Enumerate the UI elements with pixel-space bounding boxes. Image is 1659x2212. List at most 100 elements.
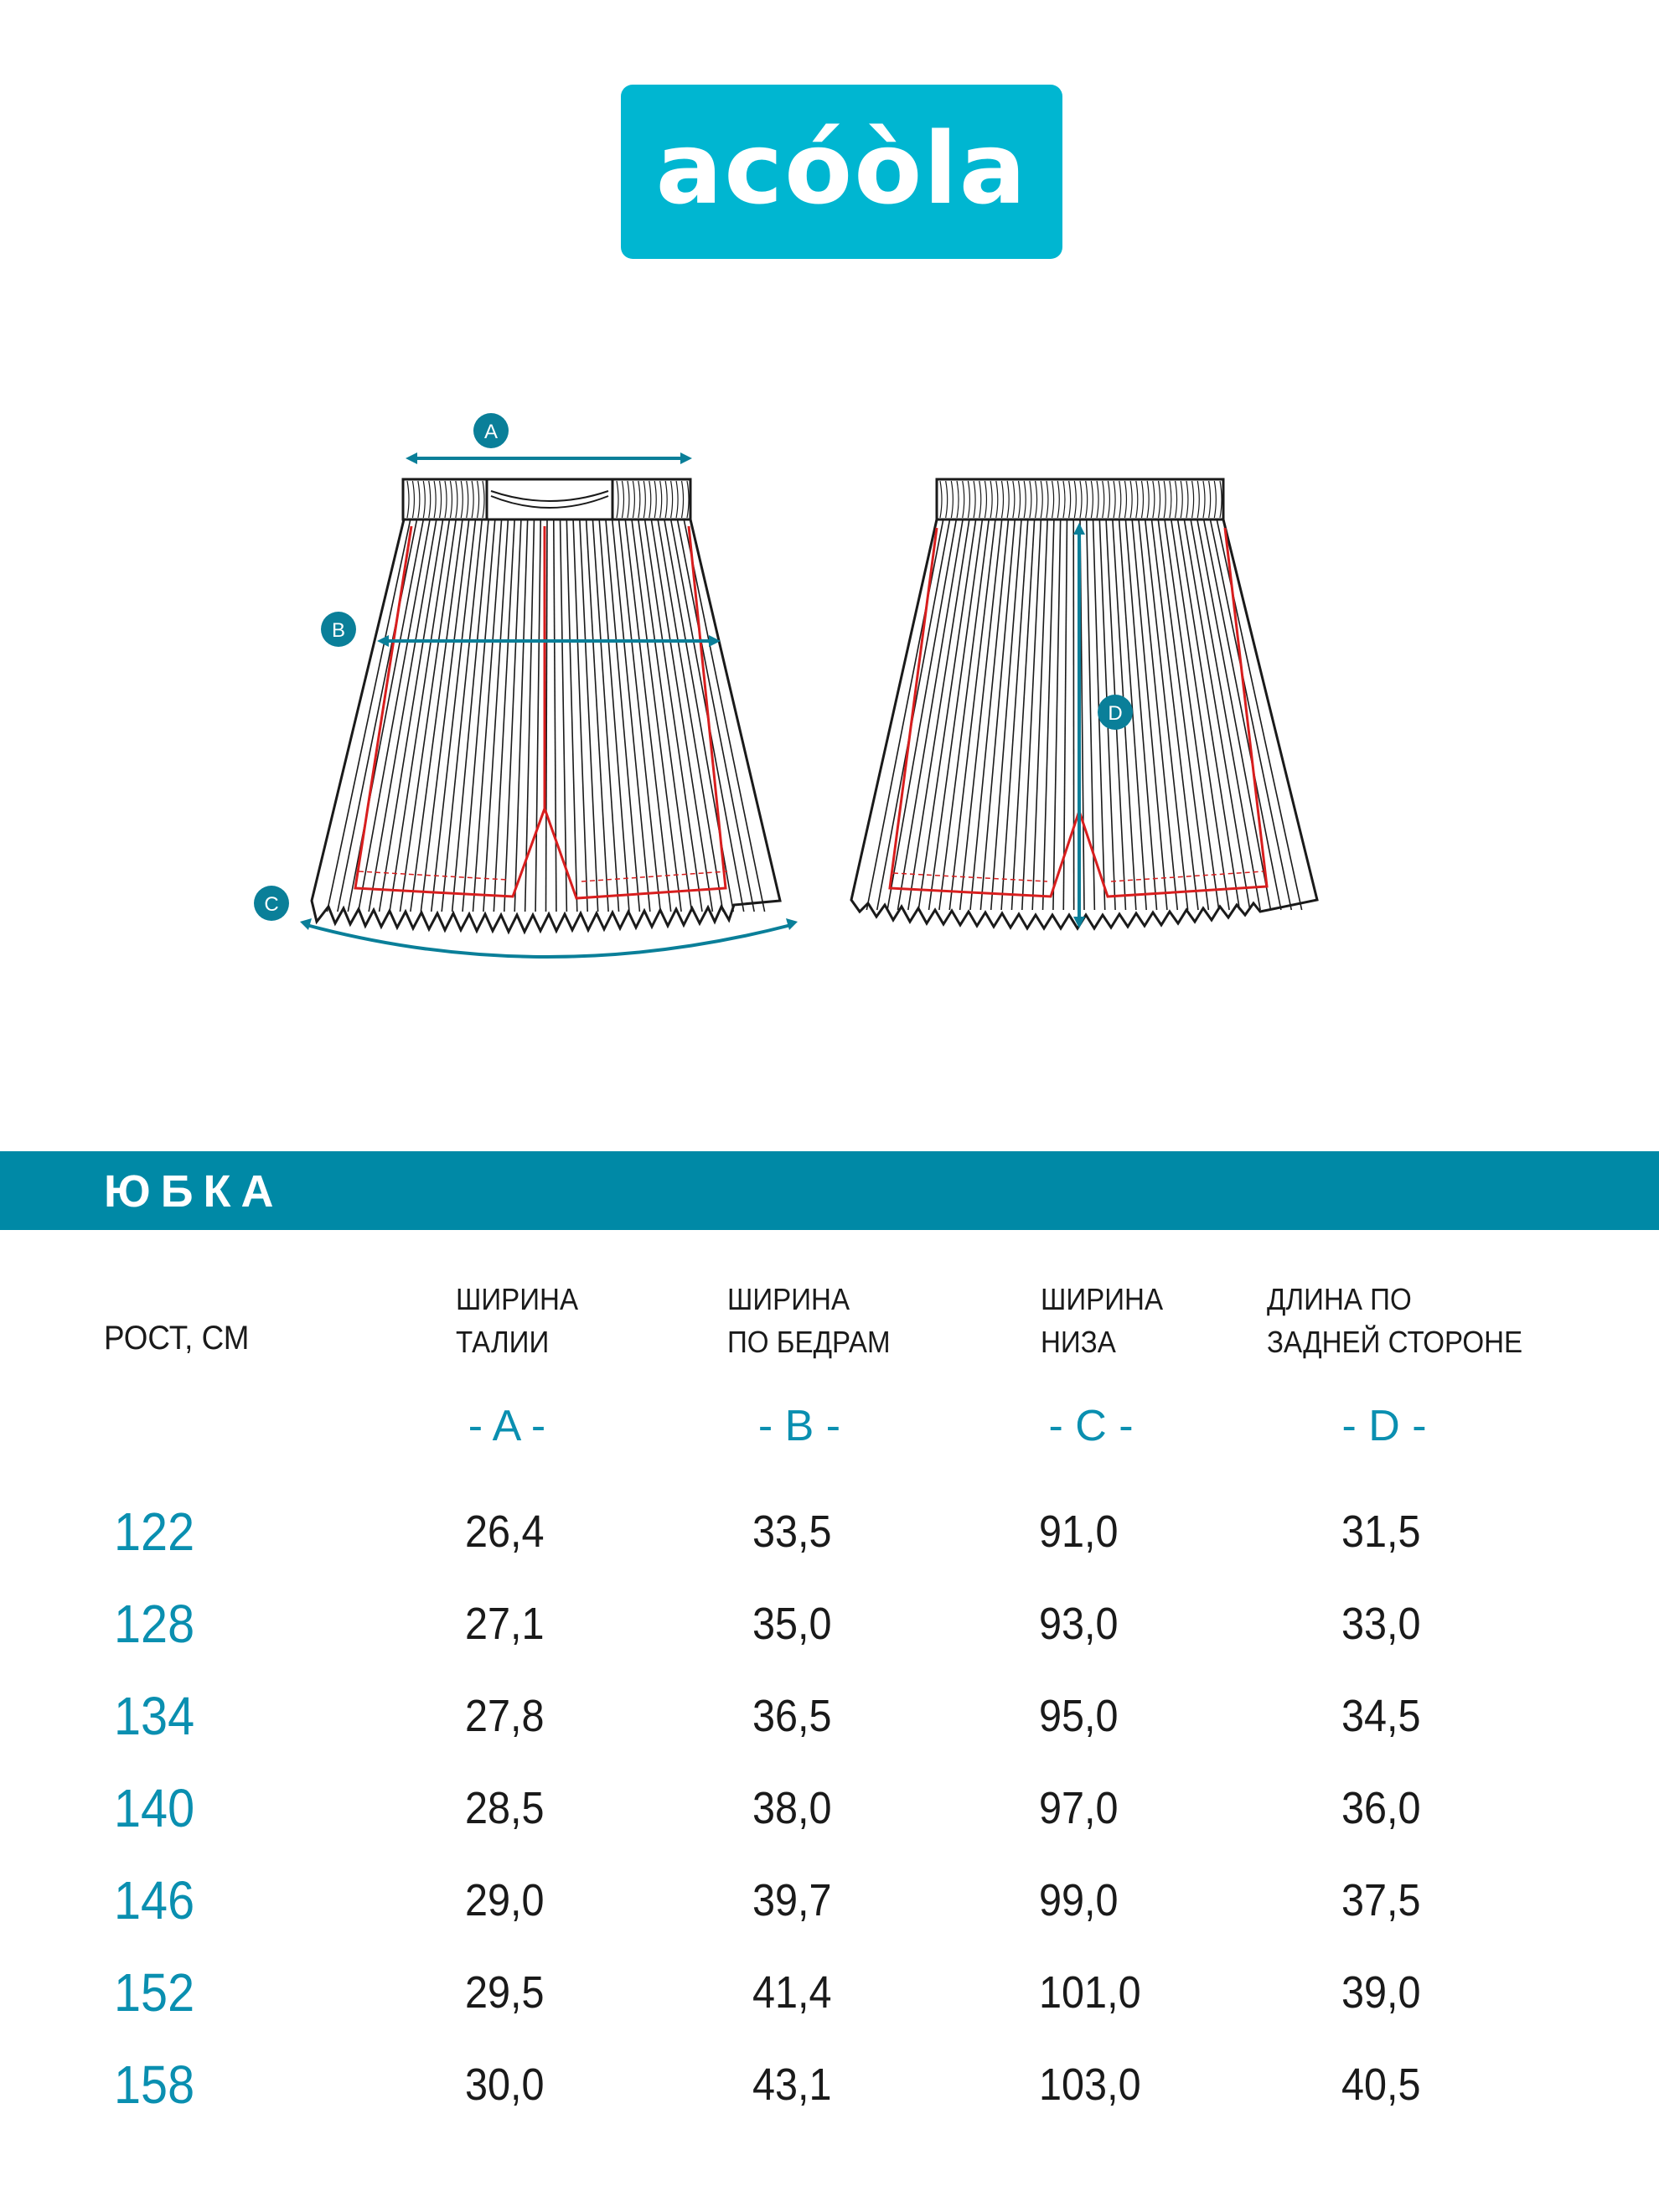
ruffle-line	[411, 480, 416, 519]
table-cell: 34,5	[1341, 1691, 1421, 1741]
ruffle-line	[649, 480, 652, 519]
ruffle-line	[1186, 480, 1189, 519]
pleat-line	[483, 519, 509, 912]
skirt-technical-drawing: A B C D	[254, 413, 1319, 959]
ruffle-line	[1124, 480, 1128, 519]
ruffle-line	[1034, 480, 1038, 519]
ruffle-line	[422, 480, 426, 519]
pleat-line	[535, 519, 542, 912]
pleat-line	[1131, 519, 1168, 911]
ruffle-line	[482, 480, 485, 519]
pleat-line	[938, 519, 990, 911]
pleat-line	[650, 519, 714, 912]
table-cell: 91,0	[1039, 1507, 1119, 1557]
pleat-line	[389, 519, 451, 912]
pleat-line	[1190, 519, 1261, 911]
marker-d-label: D	[1108, 702, 1122, 725]
ruffle-line	[1152, 480, 1155, 519]
pleat-line	[524, 519, 535, 912]
ruffle-line	[406, 480, 410, 519]
ruffle-line	[1068, 480, 1072, 519]
ruffle-line	[632, 480, 635, 519]
pleat-line	[1062, 519, 1068, 911]
ruffle-line	[1119, 480, 1122, 519]
pleat-line	[572, 519, 589, 912]
ruffle-line	[1174, 480, 1178, 519]
ruffle-line	[1012, 480, 1016, 519]
table-cell: 41,4	[752, 1967, 832, 2018]
pleat-line	[1124, 519, 1158, 911]
table-cell: 33,5	[752, 1507, 832, 1557]
ruffle-line	[1107, 480, 1110, 519]
ruffle-line	[1219, 480, 1222, 519]
pleat-line	[1183, 519, 1251, 911]
ruffle-line	[466, 480, 469, 519]
ruffle-line	[1129, 480, 1133, 519]
table-cell: 31,5	[1341, 1507, 1421, 1557]
table-cell: 28,5	[465, 1783, 545, 1833]
ruffle-line	[1096, 480, 1099, 519]
column-b-letter: - B -	[757, 1402, 841, 1450]
pleat-line	[579, 519, 599, 912]
ruffle-line	[1135, 480, 1139, 519]
table-cell: 99,0	[1039, 1875, 1119, 1925]
ruffle-line	[1085, 480, 1088, 519]
ruffle-line	[1169, 480, 1172, 519]
pleat-line	[1209, 519, 1293, 911]
table-cell: 39,7	[752, 1875, 832, 1925]
ruffle-line	[686, 480, 690, 519]
pleat-line	[1052, 519, 1062, 911]
pleat-line	[472, 519, 503, 912]
ruffle-line	[680, 480, 685, 519]
ruffle-line	[1046, 480, 1049, 519]
table-cell: 43,1	[752, 2060, 832, 2110]
ruffle-line	[1079, 480, 1083, 519]
ruffle-line	[455, 480, 458, 519]
pleat-line	[1031, 519, 1048, 911]
pleat-line	[514, 519, 529, 912]
table-cell: 93,0	[1039, 1599, 1119, 1649]
pleat-line	[451, 519, 489, 912]
ruffle-line	[627, 480, 630, 519]
column-a-letter: - A -	[468, 1402, 546, 1450]
ruffle-line	[950, 480, 954, 519]
marker-c-badge	[254, 886, 289, 921]
ruffle-line	[1062, 480, 1066, 519]
table-cell: 97,0	[1039, 1783, 1119, 1833]
ruffle-line	[659, 480, 663, 519]
pleat-line	[1196, 519, 1272, 911]
pleat-line	[990, 519, 1022, 911]
pleat-line	[1041, 519, 1055, 911]
pleat-line	[917, 519, 977, 911]
ruffle-line	[449, 480, 453, 519]
row-height-value: 128	[114, 1594, 195, 1654]
ruffle-line	[1057, 480, 1060, 519]
ruffle-line	[1213, 480, 1217, 519]
brand-logo: acóòla	[621, 85, 1062, 259]
marker-a-badge	[473, 413, 509, 448]
ruffle-line	[984, 480, 988, 519]
pleat-line	[357, 519, 431, 912]
pleat-line	[959, 519, 1003, 911]
table-cell: 27,1	[465, 1599, 545, 1649]
table-cell: 27,8	[465, 1691, 545, 1741]
pleat-line	[979, 519, 1016, 911]
ruffle-line	[670, 480, 674, 519]
ruffle-line	[1180, 480, 1183, 519]
pleat-line	[326, 519, 411, 912]
pleat-line	[1150, 519, 1199, 911]
pleat-line	[1202, 519, 1282, 911]
pleat-line	[337, 519, 418, 912]
pleat-line	[676, 519, 755, 912]
pleat-line	[552, 519, 557, 912]
ruffle-line	[417, 480, 421, 519]
ruffle-line	[979, 480, 982, 519]
ruffle-line	[990, 480, 993, 519]
pleat-line	[638, 519, 693, 912]
ruffle-line	[1090, 480, 1093, 519]
table-cell: 37,5	[1341, 1875, 1421, 1925]
pleat-line	[559, 519, 568, 912]
ruffle-line	[428, 480, 432, 519]
pleat-line	[592, 519, 620, 912]
row-header-text: РОСТ, СМ	[104, 1320, 250, 1357]
